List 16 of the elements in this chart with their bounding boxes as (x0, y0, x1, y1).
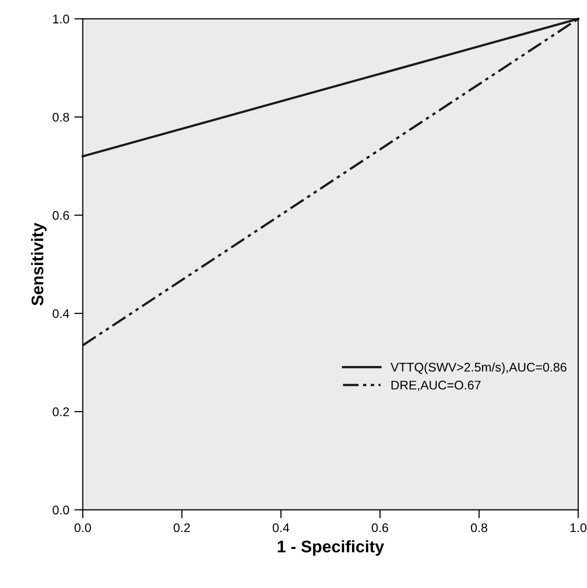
y-tick-label: 0.2 (52, 407, 69, 416)
x-tick-label: 1.0 (570, 523, 586, 532)
y-axis-title: Sensitivity (31, 222, 47, 306)
x-tick-label: 0.0 (74, 523, 91, 532)
y-tick-label: 1.0 (53, 14, 70, 24)
y-tick-label: 0.8 (52, 112, 70, 122)
y-tick-label: 0.4 (52, 309, 70, 318)
x-tick-label: 0.8 (470, 523, 488, 532)
x-tick-label: 0.4 (272, 523, 290, 532)
legend-label: VTTQ(SWV>2.5m/s),AUC=0.86 (390, 362, 566, 374)
y-tick-label: 0.0 (52, 506, 70, 514)
x-axis-title: 1 - Specificity (278, 540, 384, 556)
y-tick-label: 0.6 (52, 211, 70, 220)
x-tick-label: 0.2 (174, 523, 190, 532)
legend-label: DRE,AUC=O.67 (392, 380, 481, 392)
x-tick-label: 0.6 (372, 523, 388, 532)
